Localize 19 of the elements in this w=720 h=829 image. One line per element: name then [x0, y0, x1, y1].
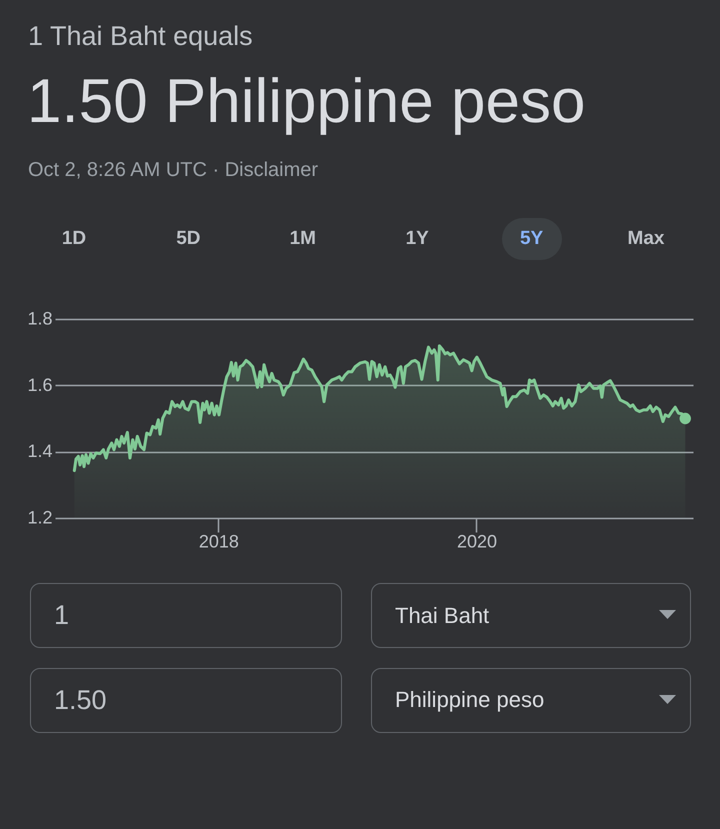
amount-field: 1: [30, 583, 342, 648]
amount-field: 1.50: [30, 668, 342, 732]
range-button: 5Y: [502, 218, 562, 260]
x-tick-label: 2018: [198, 532, 239, 552]
chart-subtitle: 1 Thai Baht equals: [28, 21, 253, 52]
y-tick-label: 1.8: [27, 308, 52, 328]
x-tick-label: 2020: [456, 532, 497, 552]
currency-dropdown: Thai Baht: [371, 583, 691, 648]
range-label: Max: [626, 227, 666, 251]
range-label: 1Y: [404, 227, 430, 251]
y-tick-label: 1.4: [27, 441, 52, 462]
y-tick-label: 1.2: [27, 508, 52, 528]
range-label: 5D: [175, 227, 202, 251]
chart-title: 1.50 Philippine peso: [27, 66, 586, 138]
text: Oct 2, 8:26 AM UTC · Disclaimer: [28, 159, 318, 182]
y-tick-label: 1.6: [27, 374, 52, 395]
range-label: 1D: [60, 227, 88, 251]
currency-dropdown: Philippine peso: [371, 668, 691, 732]
range-label: 1M: [288, 227, 317, 251]
